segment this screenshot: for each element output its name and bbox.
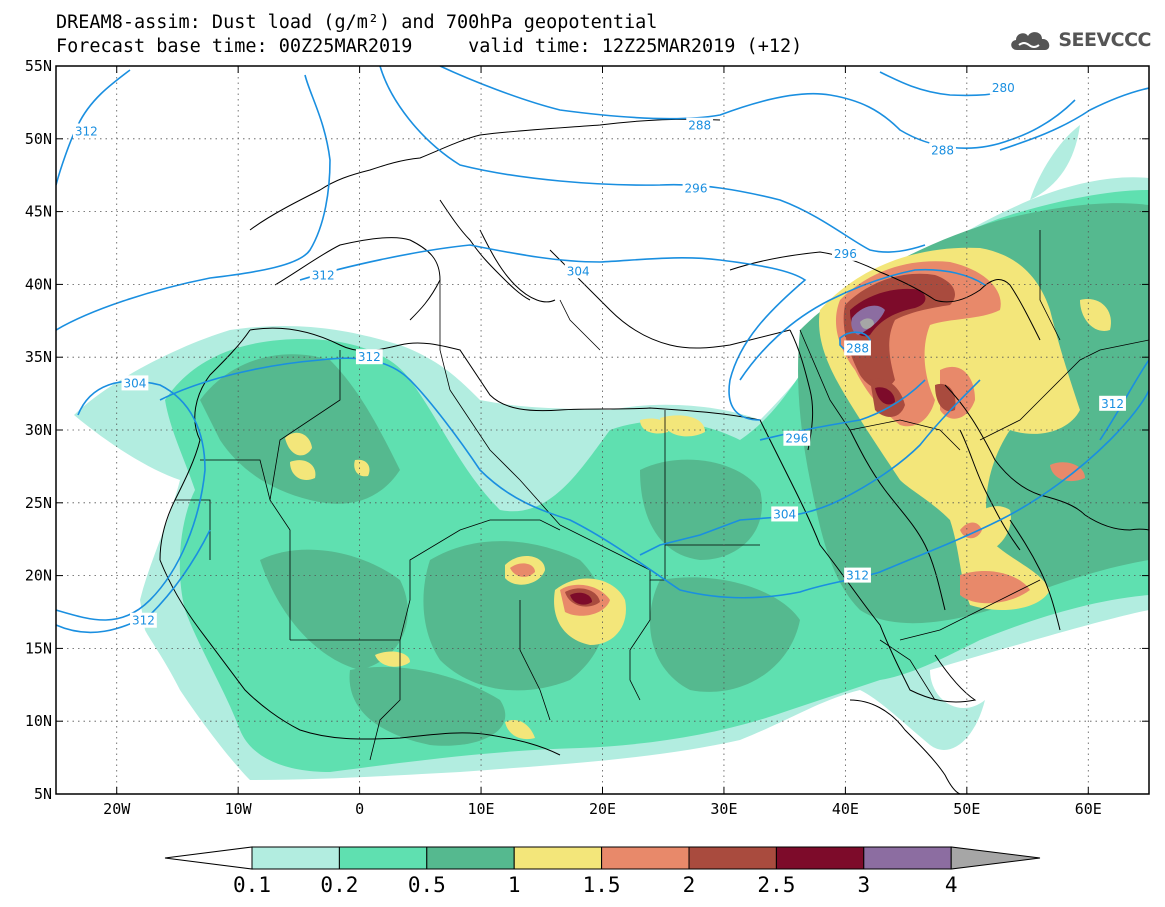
contour-label-bg xyxy=(564,263,592,279)
seevccc-logo: SEEVCCC xyxy=(1008,28,1151,52)
contour-label-bg xyxy=(686,117,714,133)
colorbar-label: 4 xyxy=(945,873,958,897)
colorbar-segment xyxy=(426,846,515,870)
colorbar-label: 3 xyxy=(857,873,870,897)
contour-label: 296 xyxy=(785,432,808,446)
colorbar-segment xyxy=(513,846,603,870)
contour-label: 288 xyxy=(688,119,711,133)
colorbar-label: 0.5 xyxy=(408,873,446,897)
contour-label-bg xyxy=(309,267,337,283)
contour-label-bg xyxy=(989,79,1017,95)
contour-label-bg xyxy=(771,506,799,522)
contour-label: 312 xyxy=(1101,397,1124,411)
map-title: DREAM8-assim: Dust load (g/m²) and 700hP… xyxy=(56,12,658,33)
contour-label: 296 xyxy=(685,181,708,195)
contour-label-bg xyxy=(121,375,149,391)
contour-label: 280 xyxy=(992,81,1015,95)
dust-load-fields: 312 280 288 288 296 296 304 312 312 304 288 312 296 3… xyxy=(56,66,1149,794)
lat-tick-label: 20N xyxy=(25,567,52,585)
contour-label-bg xyxy=(844,567,871,583)
contour-label: 304 xyxy=(773,507,796,521)
contour-labels: 312 280 288 288 296 296 304 312 312 304 288 312 296 3… xyxy=(72,79,1126,628)
contour-label-bg xyxy=(844,340,871,356)
country-borders xyxy=(175,230,1149,761)
contour-label: 304 xyxy=(567,264,590,278)
colorbar-label: 2.5 xyxy=(757,873,795,897)
lat-tick-label: 55N xyxy=(25,57,52,75)
coastlines-borders xyxy=(159,118,1149,794)
colorbar: 0.1 0.2 0.5 1 1.5 2 2.5 3 4 xyxy=(164,846,1041,897)
colorbar-segment xyxy=(338,846,428,870)
contour-label: 312 xyxy=(312,269,335,283)
contour-label-bg xyxy=(929,142,956,158)
colorbar-label: 2 xyxy=(683,873,696,897)
lon-tick-label: 0 xyxy=(355,800,364,818)
lat-tick-label: 35N xyxy=(25,348,52,366)
colorbar-label: 1 xyxy=(508,873,521,897)
logo-text: SEEVCCC xyxy=(1058,29,1151,51)
contour-label: 312 xyxy=(75,125,98,139)
lat-tick-label: 5N xyxy=(34,785,52,803)
colorbar-segment xyxy=(863,846,952,870)
contour-label-bg xyxy=(355,349,383,365)
contour-label-bg xyxy=(1099,395,1126,411)
contour-label: 288 xyxy=(931,143,954,157)
colorbar-segment xyxy=(251,846,340,870)
lon-tick-label: 10E xyxy=(468,800,495,818)
colorbar-label: 0.1 xyxy=(233,873,271,897)
lon-tick-label: 20E xyxy=(589,800,616,818)
lon-tick-label: 20W xyxy=(103,800,131,818)
dust-4-layer xyxy=(860,318,874,329)
lon-tick-label: 30E xyxy=(710,800,737,818)
lon-tick-label: 40E xyxy=(832,800,859,818)
colorbar-over-triangle xyxy=(950,846,1041,870)
colorbar-under-triangle xyxy=(164,846,253,870)
forecast-time-line: Forecast base time: 00Z25MAR2019 valid t… xyxy=(56,36,803,57)
lat-tick-label: 40N xyxy=(25,275,52,293)
lon-tick-label: 10W xyxy=(225,800,253,818)
axis-ticks: 20W 10W 0 10E 20E 30E 40E 50E 60E 55N 50N 45N 40N 35N… xyxy=(25,57,1149,818)
colorbar-segment xyxy=(775,846,865,870)
lat-tick-label: 15N xyxy=(25,639,52,657)
lon-tick-label: 50E xyxy=(953,800,980,818)
contour-label: 296 xyxy=(834,247,857,261)
contour-label: 304 xyxy=(123,376,146,390)
contour-label-bg xyxy=(783,430,811,446)
contour-label-bg xyxy=(72,123,100,139)
lat-tick-label: 25N xyxy=(25,494,52,512)
colorbar-label: 0.2 xyxy=(320,873,358,897)
cloud-icon xyxy=(1011,32,1050,50)
colorbar-segment xyxy=(601,846,690,870)
colorbar-label: 1.5 xyxy=(583,873,621,897)
lat-tick-label: 30N xyxy=(25,421,52,439)
colorbar-segment xyxy=(688,846,777,870)
contour-label: 312 xyxy=(132,614,155,628)
contour-label: 312 xyxy=(358,350,381,364)
lon-tick-label: 60E xyxy=(1075,800,1102,818)
lat-tick-label: 45N xyxy=(25,203,52,221)
lat-tick-label: 50N xyxy=(25,130,52,148)
contour-label-bg xyxy=(130,612,157,628)
contour-label-bg xyxy=(831,245,859,261)
contour-label: 312 xyxy=(846,569,869,583)
lat-lon-grid xyxy=(56,66,1149,794)
lat-tick-label: 10N xyxy=(25,712,52,730)
contour-label-bg xyxy=(682,180,710,196)
contour-label: 288 xyxy=(846,341,869,355)
